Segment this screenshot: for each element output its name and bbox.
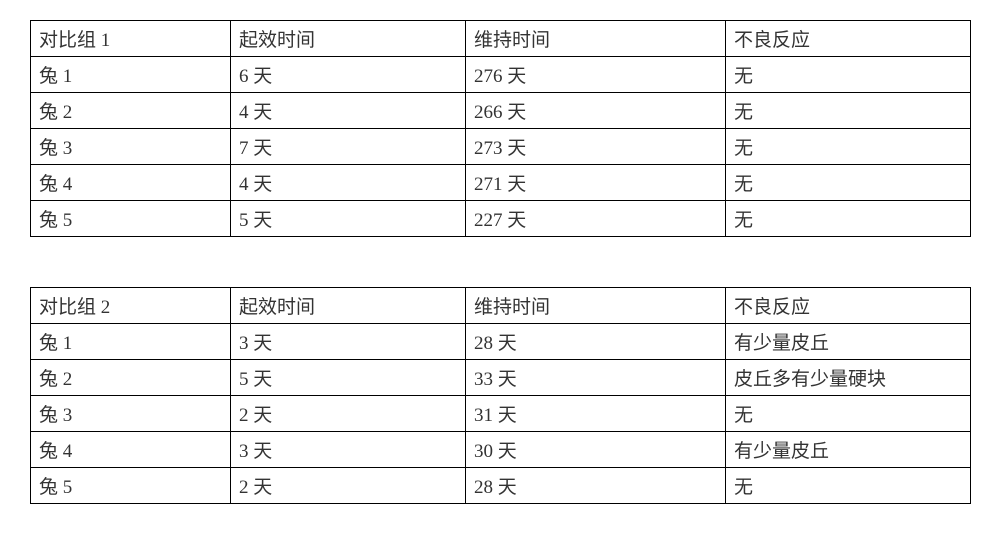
header-cell: 起效时间 <box>231 21 466 57</box>
table-row: 兔 5 5 天 227 天 无 <box>31 201 971 237</box>
data-cell: 兔 1 <box>31 324 231 360</box>
data-cell: 30 天 <box>466 432 726 468</box>
table-row: 兔 4 3 天 30 天 有少量皮丘 <box>31 432 971 468</box>
header-cell: 对比组 2 <box>31 288 231 324</box>
data-cell: 有少量皮丘 <box>726 432 971 468</box>
data-cell: 无 <box>726 129 971 165</box>
data-cell: 273 天 <box>466 129 726 165</box>
data-cell: 5 天 <box>231 201 466 237</box>
data-cell: 兔 2 <box>31 93 231 129</box>
table-row: 对比组 2 起效时间 维持时间 不良反应 <box>31 288 971 324</box>
table-row: 兔 3 2 天 31 天 无 <box>31 396 971 432</box>
table-row: 兔 1 6 天 276 天 无 <box>31 57 971 93</box>
data-cell: 3 天 <box>231 432 466 468</box>
header-cell: 不良反应 <box>726 21 971 57</box>
comparison-table-2: 对比组 2 起效时间 维持时间 不良反应 兔 1 3 天 28 天 有少量皮丘 … <box>30 287 970 504</box>
data-cell: 皮丘多有少量硬块 <box>726 360 971 396</box>
data-cell: 兔 4 <box>31 165 231 201</box>
data-cell: 无 <box>726 57 971 93</box>
data-cell: 2 天 <box>231 468 466 504</box>
data-cell: 271 天 <box>466 165 726 201</box>
table-row: 兔 2 5 天 33 天 皮丘多有少量硬块 <box>31 360 971 396</box>
data-cell: 兔 2 <box>31 360 231 396</box>
data-cell: 无 <box>726 468 971 504</box>
data-cell: 28 天 <box>466 324 726 360</box>
data-cell: 兔 5 <box>31 201 231 237</box>
data-cell: 有少量皮丘 <box>726 324 971 360</box>
data-cell: 5 天 <box>231 360 466 396</box>
data-cell: 266 天 <box>466 93 726 129</box>
data-cell: 33 天 <box>466 360 726 396</box>
table-row: 兔 2 4 天 266 天 无 <box>31 93 971 129</box>
data-cell: 兔 5 <box>31 468 231 504</box>
table-2: 对比组 2 起效时间 维持时间 不良反应 兔 1 3 天 28 天 有少量皮丘 … <box>30 287 971 504</box>
header-cell: 维持时间 <box>466 21 726 57</box>
data-cell: 兔 3 <box>31 396 231 432</box>
data-cell: 兔 4 <box>31 432 231 468</box>
table-1: 对比组 1 起效时间 维持时间 不良反应 兔 1 6 天 276 天 无 兔 2… <box>30 20 971 237</box>
data-cell: 7 天 <box>231 129 466 165</box>
header-cell: 起效时间 <box>231 288 466 324</box>
data-cell: 兔 3 <box>31 129 231 165</box>
data-cell: 4 天 <box>231 165 466 201</box>
table-row: 兔 4 4 天 271 天 无 <box>31 165 971 201</box>
comparison-table-1: 对比组 1 起效时间 维持时间 不良反应 兔 1 6 天 276 天 无 兔 2… <box>30 20 970 237</box>
data-cell: 276 天 <box>466 57 726 93</box>
data-cell: 无 <box>726 201 971 237</box>
data-cell: 4 天 <box>231 93 466 129</box>
header-cell: 对比组 1 <box>31 21 231 57</box>
data-cell: 兔 1 <box>31 57 231 93</box>
table-row: 兔 5 2 天 28 天 无 <box>31 468 971 504</box>
table-row: 对比组 1 起效时间 维持时间 不良反应 <box>31 21 971 57</box>
header-cell: 维持时间 <box>466 288 726 324</box>
table-row: 兔 1 3 天 28 天 有少量皮丘 <box>31 324 971 360</box>
data-cell: 227 天 <box>466 201 726 237</box>
data-cell: 3 天 <box>231 324 466 360</box>
data-cell: 28 天 <box>466 468 726 504</box>
data-cell: 无 <box>726 93 971 129</box>
data-cell: 31 天 <box>466 396 726 432</box>
header-cell: 不良反应 <box>726 288 971 324</box>
data-cell: 无 <box>726 165 971 201</box>
data-cell: 2 天 <box>231 396 466 432</box>
table-row: 兔 3 7 天 273 天 无 <box>31 129 971 165</box>
data-cell: 无 <box>726 396 971 432</box>
data-cell: 6 天 <box>231 57 466 93</box>
